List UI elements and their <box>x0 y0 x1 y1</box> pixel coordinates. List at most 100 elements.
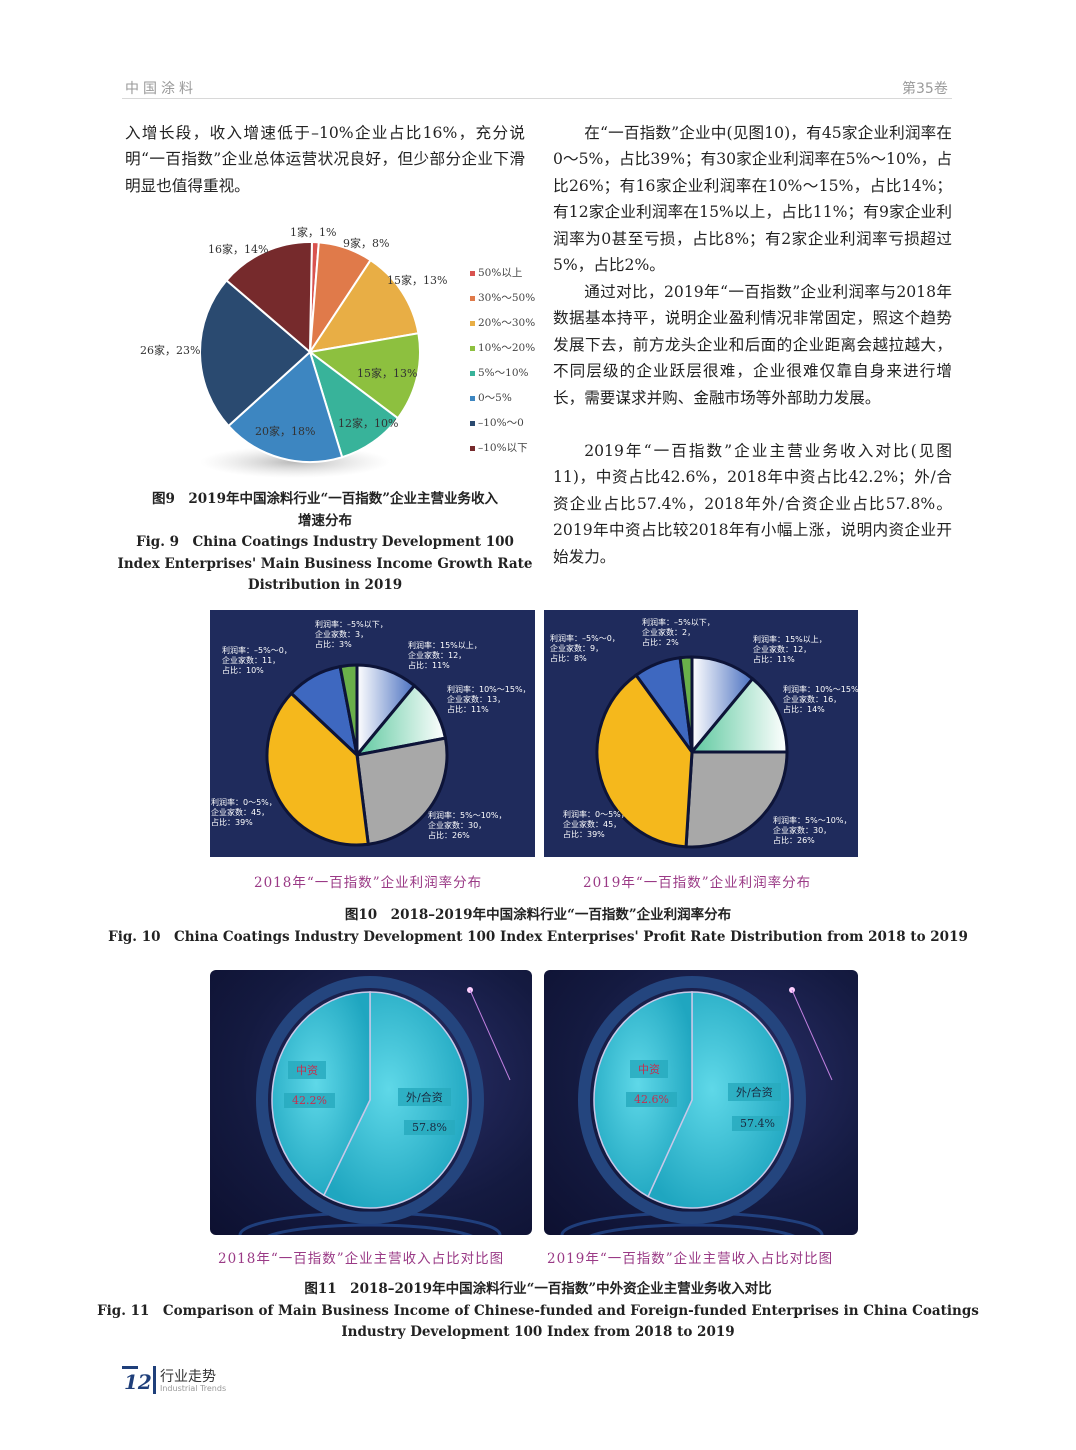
legend-label: –10%～0 <box>478 417 524 429</box>
caption-en: Index Enterprises' Main Business Income … <box>117 555 533 572</box>
pie-slice <box>227 350 344 463</box>
fig11-pie-2018 <box>238 976 511 1235</box>
data-label: 利润率：15%以上， 企业家数：12， 占比：11% <box>408 641 482 670</box>
data-label: 26家，23% <box>140 344 201 357</box>
fig11-caption: 图11 2018–2019年中国涂料行业“一百指数”中外资企业主营业务收入对比 … <box>0 1279 1076 1344</box>
data-label: 9家，8% <box>343 237 390 250</box>
legend-item: 5%～10% <box>470 361 535 386</box>
fig9-caption: 图9 2019年中国涂料行业“一百指数”企业主营业务收入 增速分布 Fig. 9… <box>115 489 535 597</box>
data-label: 利润率：0～5%， 企业家数：45， 占比：39% <box>211 798 277 827</box>
fig9-pie-chart <box>199 240 421 478</box>
pie-slice <box>199 279 312 428</box>
page-number: 12 <box>124 1370 152 1394</box>
caption-en: Distribution in 2019 <box>247 577 403 593</box>
fig11-panel-2018: 中资 42.2% 外/合资 57.8% <box>210 970 532 1235</box>
pie-slice <box>684 750 789 849</box>
legend-swatch <box>470 370 475 376</box>
data-label: 57.4% <box>732 1116 783 1131</box>
legend-label: 30%～50% <box>478 292 536 304</box>
pie-slice <box>307 258 420 354</box>
category-label: 中资 <box>630 1060 668 1078</box>
legend-swatch <box>470 320 475 326</box>
data-label: 12家，10% <box>338 417 399 430</box>
fig10-pie-2018 <box>265 663 449 847</box>
fig10-subcaption-2019: 2019年“一百指数”企业利润率分布 <box>583 875 812 891</box>
fig10-subcaption-2018: 2018年“一百指数”企业利润率分布 <box>254 875 483 891</box>
data-label: 20家，18% <box>255 425 316 438</box>
data-label: 42.2% <box>284 1093 335 1108</box>
legend-item: 20%～30% <box>470 311 535 336</box>
pie-slice <box>322 991 469 1209</box>
data-label: 利润率：10%～15%， 企业家数：16， 占比：14% <box>783 685 867 714</box>
pie-slice <box>647 991 791 1209</box>
fig9-legend: 50%以上 30%～50% 20%～30% 10%～20% 5%～10% 0～5% –10%… <box>470 261 535 461</box>
fig10-panel-2019: 利润率：–5%以下， 企业家数：2， 占比：2% 利润率：–5%～0， 企业家数… <box>544 610 867 857</box>
caption-cn: 增速分布 <box>298 512 352 529</box>
data-label: 利润率：15%以上， 企业家数：12， 占比：11% <box>753 635 827 664</box>
pie-slice <box>678 655 694 753</box>
data-label: 利润率：–5%以下， 企业家数：3， 占比：3% <box>315 620 388 649</box>
fig10-caption: 图10 2018–2019年中国涂料行业“一百指数”企业利润率分布 Fig. 1… <box>0 905 1076 948</box>
legend-label: 5%～10% <box>478 367 529 379</box>
legend-item: 10%～20% <box>470 336 535 361</box>
caption-en: Industry Development 100 Index from 2018… <box>341 1324 735 1340</box>
legend-swatch <box>470 270 475 276</box>
section-title: 行业走势 <box>160 1369 216 1385</box>
data-label: 利润率：10%～15%， 企业家数：13， 占比：11% <box>447 685 531 714</box>
right-paragraph-1: 在“一百指数”企业中(见图10)，有45家企业利润率在0～5%，占比39%；有3… <box>553 124 952 275</box>
caption-cn: 图11 2018–2019年中国涂料行业“一百指数”中外资企业主营业务收入对比 <box>304 1281 772 1297</box>
legend-label: 0～5% <box>478 392 512 404</box>
data-label: 利润率：5%～10%， 企业家数：30， 占比：26% <box>428 811 507 840</box>
caption-en: Fig. 10 China Coatings Industry Developm… <box>108 928 968 945</box>
legend-item: –10%以下 <box>470 436 535 461</box>
caption-en: Fig. 9 China Coatings Industry Developme… <box>136 534 514 550</box>
caption-en: Fig. 11 Comparison of Main Business Inco… <box>97 1302 979 1319</box>
data-label: 15家，13% <box>387 274 448 287</box>
legend-label: 20%～30% <box>478 317 536 329</box>
legend-label: 10%～20% <box>478 342 536 354</box>
pie-slice <box>265 691 370 847</box>
data-label: 16家，14% <box>208 243 269 256</box>
pie-slice <box>595 673 694 849</box>
data-label: 42.6% <box>626 1092 677 1107</box>
data-label: 利润率：–5%以下， 企业家数：2， 占比：2% <box>642 618 715 647</box>
legend-swatch <box>470 445 475 451</box>
left-paragraph: 入增长段，收入增速低于–10%企业占比16%，充分说明“一百指数”企业总体运营状… <box>125 124 525 195</box>
section-subtitle: Industrial Trends <box>160 1384 227 1393</box>
fig11-pie-2019 <box>560 976 833 1235</box>
data-label: 利润率：0～5%， 企业家数：45， 占比：39% <box>563 810 629 839</box>
legend-item: –10%～0 <box>470 411 535 436</box>
legend-item: 50%以上 <box>470 261 535 286</box>
footer-bar <box>122 1366 138 1369</box>
fig11-subcaption-2019: 2019年“一百指数”企业主营收入占比对比图 <box>547 1251 834 1267</box>
fig10-panel-2018: 利润率：–5%以下， 企业家数：3， 占比：3% 利润率：–5%～0， 企业家数… <box>210 610 535 857</box>
legend-swatch <box>470 345 475 351</box>
light-line <box>469 989 511 1081</box>
pie-slice <box>225 241 313 355</box>
light-line <box>791 989 833 1081</box>
legend-swatch <box>470 395 475 401</box>
data-label: 利润率：–5%～0， 企业家数：9， 占比：8% <box>550 634 620 663</box>
fig10-pie-2019 <box>595 655 789 849</box>
right-paragraph-2: 通过对比，2019年“一百指数”企业利润率与2018年数据基本持平，说明企业盈利… <box>553 283 952 407</box>
category-label: 外/合资 <box>398 1088 451 1106</box>
category-label: 外/合资 <box>728 1083 781 1101</box>
circle-frame <box>256 976 484 1224</box>
figure-9: 1家，1% 9家，8% 15家，13% 15家，13% 12家，10% 20家，… <box>125 215 555 480</box>
footer-bar <box>153 1366 156 1394</box>
fig11-panel-2019: 中资 42.6% 外/合资 57.4% <box>544 970 858 1235</box>
category-label: 中资 <box>288 1061 326 1079</box>
base-ring <box>589 1223 795 1235</box>
data-label: 利润率：5%～10%， 企业家数：30， 占比：26% <box>773 816 852 845</box>
volume-label: 第35卷 <box>902 81 948 97</box>
pie-slice <box>355 736 449 846</box>
legend-item: 30%～50% <box>470 286 535 311</box>
pie-slice <box>688 676 789 754</box>
caption-cn: 图9 2019年中国涂料行业“一百指数”企业主营业务收入 <box>152 491 498 507</box>
legend-label: –10%以下 <box>478 442 528 454</box>
legend-swatch <box>470 420 475 426</box>
data-label: 1家，1% <box>290 226 337 239</box>
circle-frame <box>578 976 806 1224</box>
journal-title: 中国涂料 <box>125 81 197 97</box>
pie-slice <box>307 332 421 420</box>
